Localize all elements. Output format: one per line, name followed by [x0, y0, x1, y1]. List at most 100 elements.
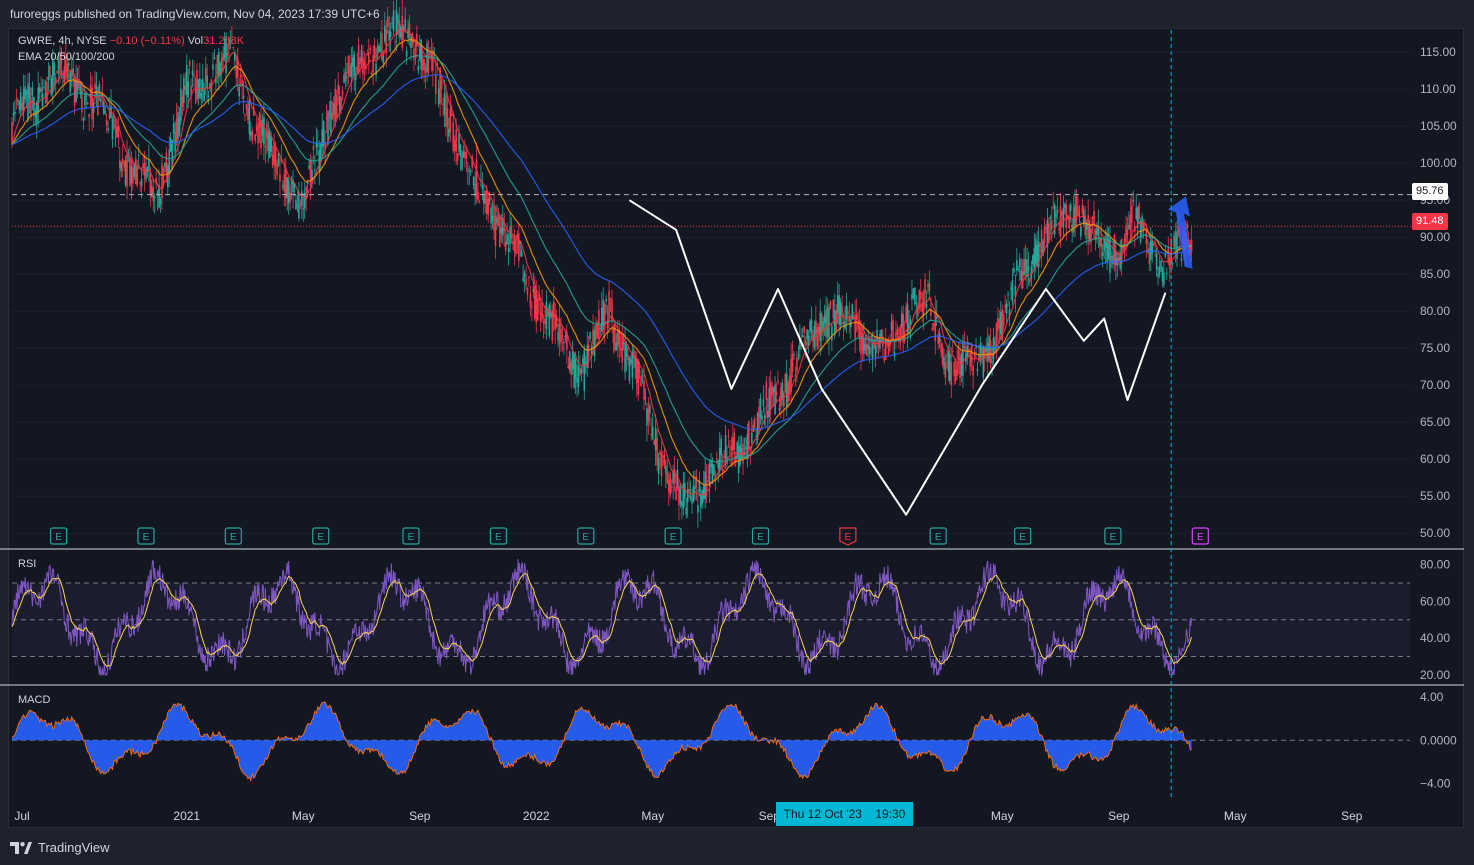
candle-body — [1099, 237, 1101, 247]
candle-body — [132, 168, 134, 184]
candle-body — [608, 290, 610, 320]
candle-body — [321, 129, 323, 147]
candle-body — [928, 282, 931, 292]
candle-body — [251, 131, 254, 141]
candle-body — [701, 489, 704, 504]
candle-body — [193, 74, 195, 77]
candle-body — [152, 187, 155, 202]
candle-body — [113, 114, 115, 130]
candle-body — [31, 87, 34, 96]
candle-body — [311, 169, 313, 181]
candle-body — [828, 307, 830, 340]
candle-body — [126, 154, 128, 187]
time-tick-label: Sep — [1341, 809, 1363, 823]
candle-body — [734, 456, 737, 463]
price-tick-label: 55.00 — [1420, 489, 1450, 503]
candle-body — [133, 164, 136, 177]
candle-body — [972, 365, 974, 376]
candle-body — [558, 319, 561, 345]
candle-body — [17, 99, 19, 101]
candle-body — [1077, 206, 1079, 215]
candle-body — [1037, 241, 1040, 268]
candle-body — [799, 338, 801, 350]
candle-body — [210, 79, 213, 97]
candle-body — [924, 279, 926, 294]
candle-body — [146, 166, 149, 173]
candle-body — [631, 351, 634, 378]
candle-body — [232, 46, 235, 49]
candle-body — [606, 320, 609, 329]
candle-body — [388, 30, 390, 41]
candle-body — [967, 349, 970, 351]
symbol-text: GWRE, 4h, NYSE — [18, 35, 107, 47]
candle-body — [826, 306, 829, 336]
candle-body — [848, 317, 851, 322]
candle-body — [21, 102, 23, 109]
candle-body — [443, 93, 446, 116]
candle-body — [1158, 266, 1161, 275]
candle-body — [167, 165, 169, 188]
candle-body — [116, 126, 118, 138]
candle-body — [644, 397, 647, 399]
candle-body — [366, 53, 369, 55]
candle-body — [900, 313, 903, 328]
candle-body — [65, 57, 67, 72]
change-text: −0.10 (−0.11%) — [109, 35, 185, 47]
candle-body — [662, 455, 664, 457]
candle-body — [777, 380, 779, 383]
candle-body — [81, 88, 83, 112]
price-tick-label: 115.00 — [1420, 45, 1456, 59]
axes: 115.00110.00105.00100.0095.0090.0085.008… — [14, 45, 1457, 823]
candle-body — [309, 160, 312, 186]
candle-body — [129, 157, 131, 186]
candle-body — [1056, 209, 1059, 214]
candle-body — [1107, 240, 1110, 259]
candle-body — [647, 408, 650, 421]
candle-body — [149, 172, 152, 196]
candle-body — [1126, 229, 1129, 236]
candle-body — [183, 77, 185, 103]
candle-body — [1106, 232, 1108, 263]
candle-body — [231, 40, 233, 42]
earnings-marker — [489, 527, 507, 545]
candle-body — [804, 341, 807, 346]
earnings-marker — [751, 527, 770, 545]
candle-body — [855, 313, 858, 320]
candle-body — [1128, 224, 1130, 230]
candle-body — [1096, 227, 1098, 236]
candle-body — [287, 180, 290, 204]
macd-tick-label: −4.00 — [1420, 777, 1451, 791]
candle-body — [994, 341, 996, 343]
candle-body — [357, 45, 360, 73]
candle-body — [600, 307, 603, 332]
candle-body — [203, 90, 206, 102]
candle-body — [117, 126, 120, 138]
candle-body — [1033, 248, 1036, 268]
candle-body — [1007, 294, 1009, 296]
candle-body — [475, 159, 478, 199]
candle-body — [238, 87, 240, 97]
candle-body — [691, 498, 693, 504]
candle-body — [1180, 258, 1183, 261]
chart-frame[interactable] — [8, 28, 1464, 828]
tradingview-logo[interactable]: TradingView — [10, 840, 110, 855]
candle-body — [158, 184, 160, 208]
candle-body — [449, 108, 452, 133]
macd-signal-line — [11, 701, 1192, 782]
candle-body — [1166, 272, 1168, 274]
candle-body — [755, 435, 757, 437]
candle-body — [769, 382, 772, 410]
candle-body — [899, 326, 902, 343]
candle-body — [1171, 262, 1174, 264]
price-tick-label: 100.00 — [1420, 156, 1457, 170]
candle-body — [465, 151, 468, 159]
candle-body — [1046, 219, 1049, 247]
candle-body — [47, 76, 50, 80]
candle-body — [819, 312, 822, 342]
candle-body — [970, 344, 973, 363]
candle-body — [975, 346, 977, 349]
candle-body — [427, 54, 430, 74]
candle-body — [327, 110, 329, 144]
candle-body — [37, 87, 40, 112]
